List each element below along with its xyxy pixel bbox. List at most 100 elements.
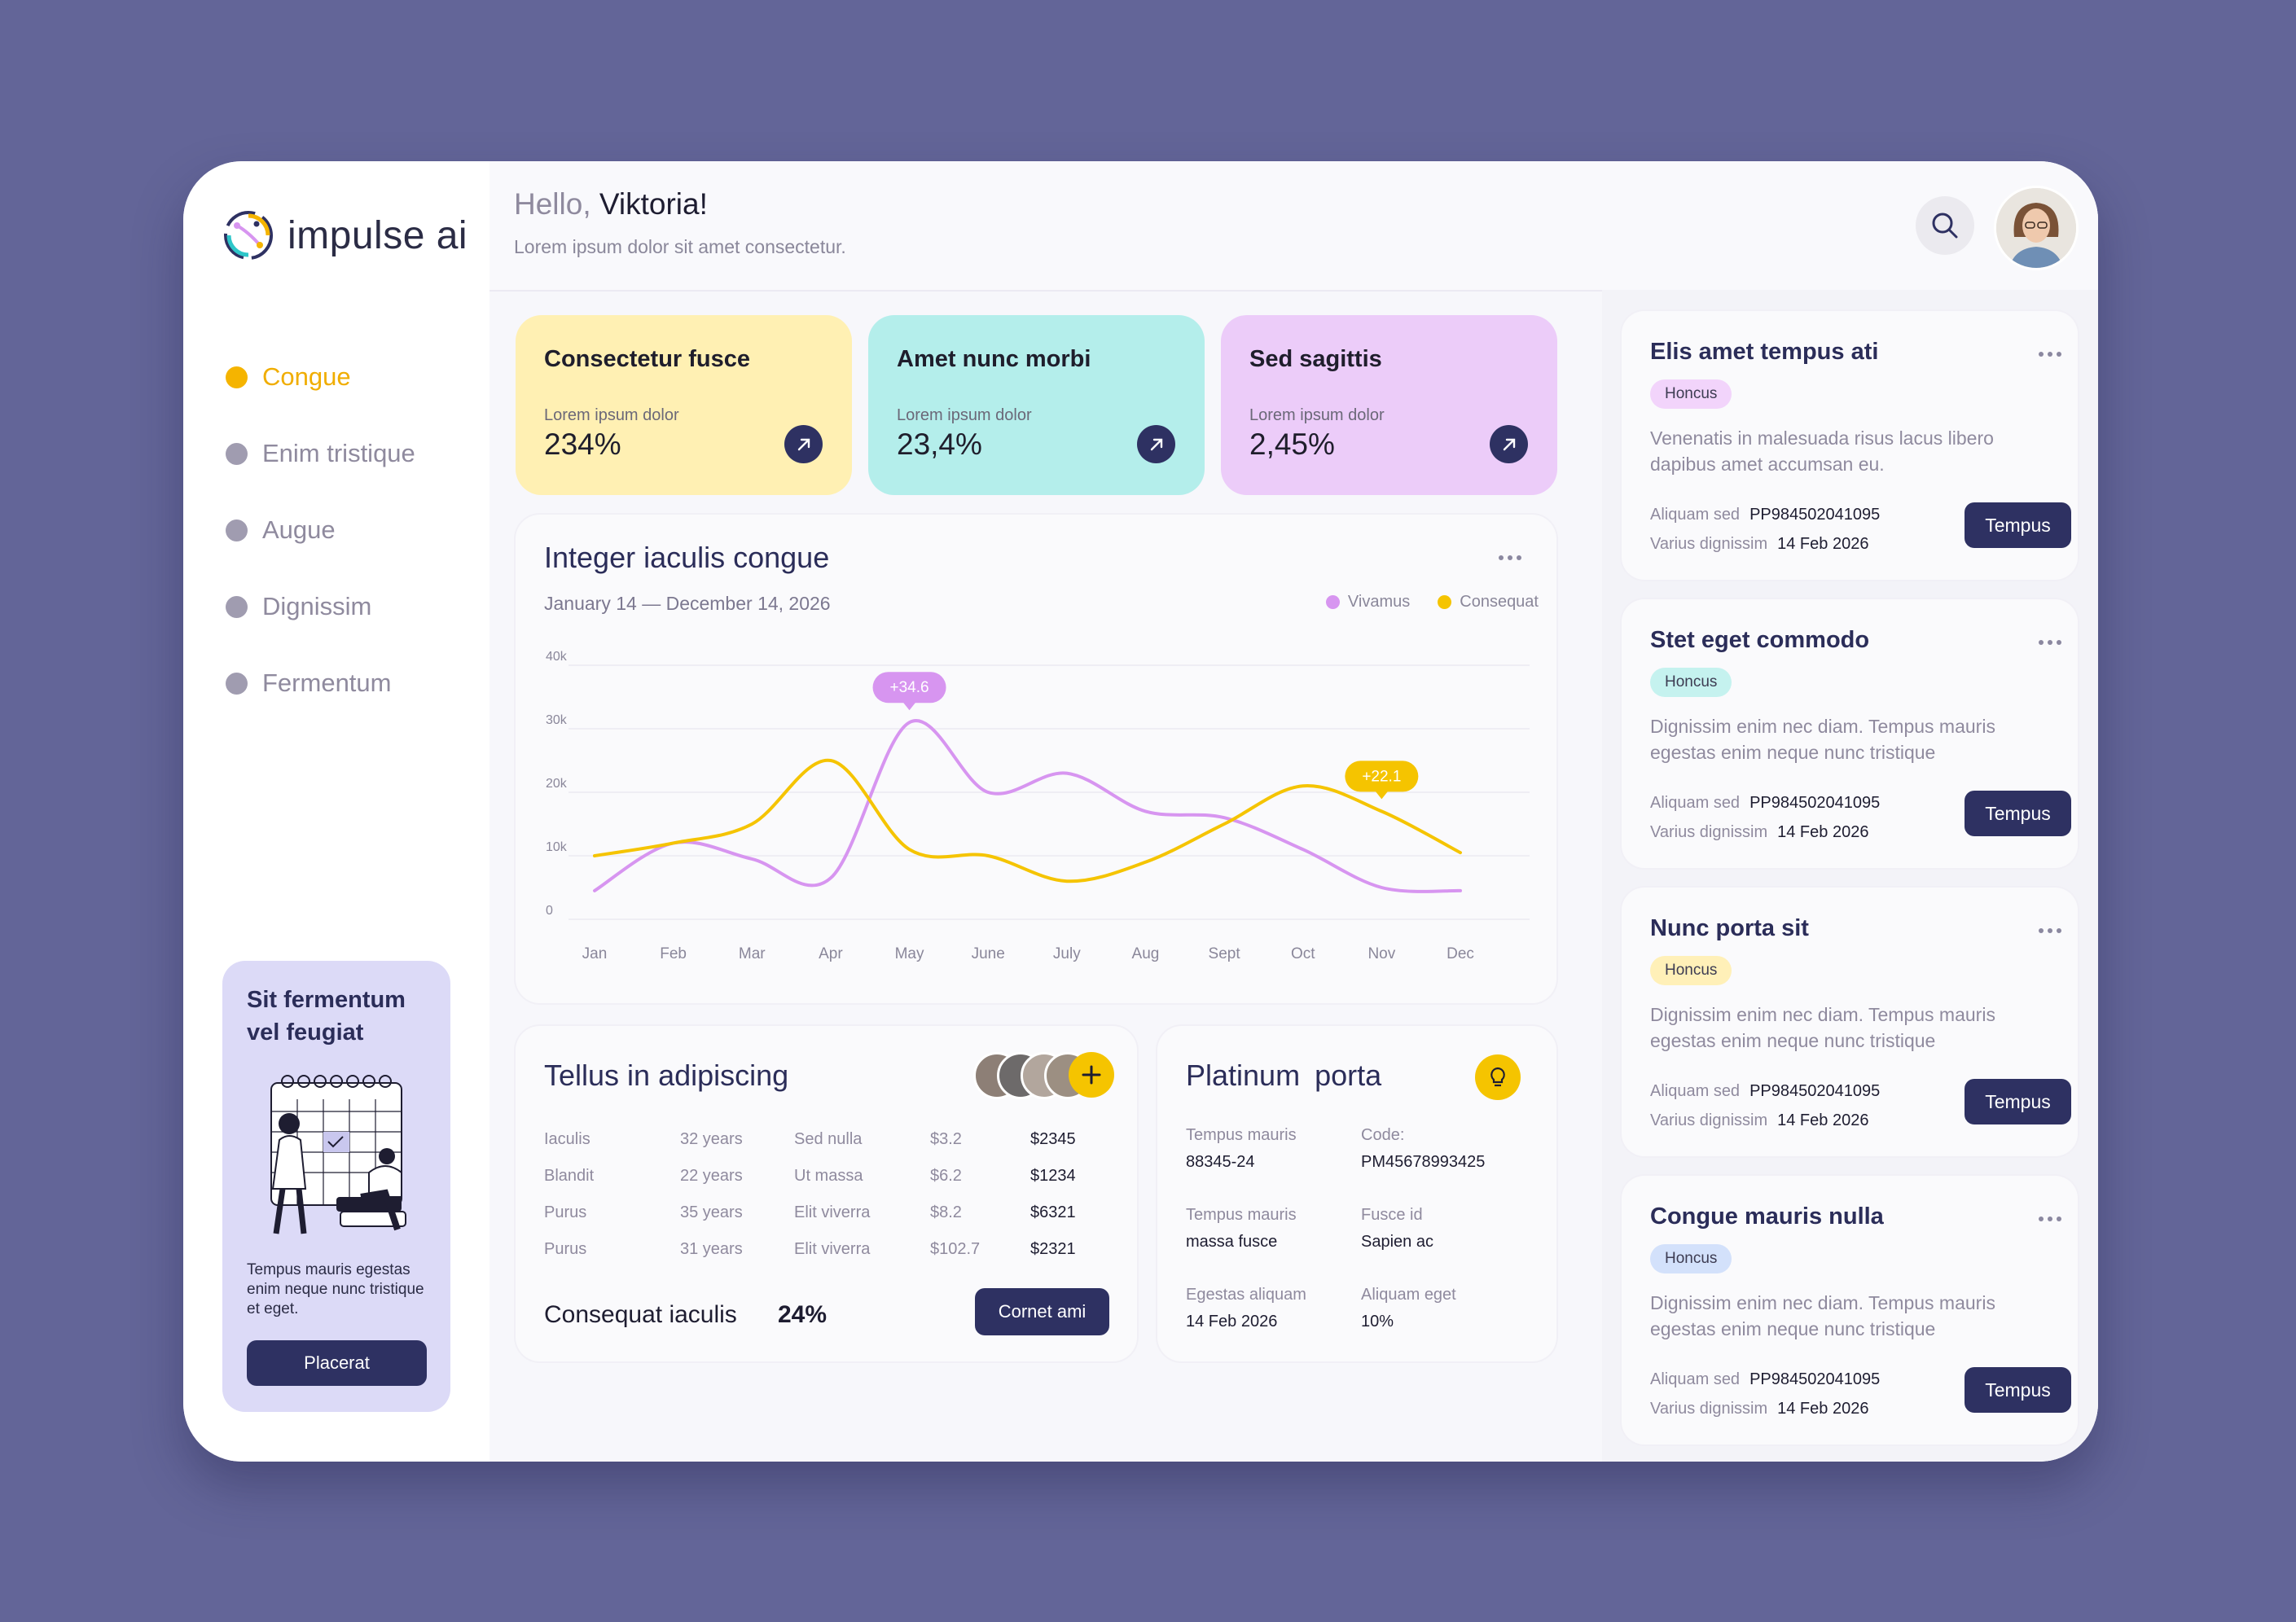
field-label: Tempus mauris [1186, 1126, 1297, 1144]
x-tick-label: Sept [1209, 945, 1241, 962]
x-tick-label: Aug [1132, 945, 1160, 962]
add-member-button[interactable] [1069, 1052, 1114, 1098]
table-cell: $102.7 [930, 1240, 981, 1258]
tempus-button[interactable]: Tempus [1965, 502, 2071, 548]
task-panel: Elis amet tempus ati Honcus Venenatis in… [1602, 290, 2098, 1462]
chart-legend: Vivamus Consequat [1298, 593, 1539, 612]
stat-label: Lorem ipsum dolor [1249, 406, 1385, 424]
table-row[interactable]: Purus 35 years Elit viverra $8.2 $6321 [544, 1195, 1112, 1231]
arrow-up-right-button[interactable] [784, 425, 823, 463]
status-badge: Honcus [1650, 668, 1732, 697]
header: Hello, Viktoria! Lorem ipsum dolor sit a… [489, 161, 2098, 292]
lightbulb-button[interactable] [1475, 1054, 1521, 1100]
stat-card-consectetur-fusce[interactable]: Consectetur fusce Lorem ipsum dolor 234% [516, 315, 852, 495]
task-card[interactable]: Stet eget commodo Honcus Dignissim enim … [1622, 599, 2078, 868]
annotation-pointer [902, 702, 916, 711]
greeting-name: Viktoria! [599, 187, 708, 221]
user-avatar[interactable] [1994, 186, 2079, 270]
arrow-up-right-button[interactable] [1490, 425, 1528, 463]
table-cell: $2345 [1030, 1130, 1076, 1148]
x-tick-label: Nov [1368, 945, 1395, 962]
field-value: 10% [1361, 1313, 1394, 1330]
x-tick-label: Mar [739, 945, 766, 962]
stat-card-sed-sagittis[interactable]: Sed sagittis Lorem ipsum dolor 2,45% [1221, 315, 1557, 495]
chart-card: Integer iaculis congue January 14 — Dece… [516, 515, 1556, 1003]
tempus-button[interactable]: Tempus [1965, 1367, 2071, 1413]
sidebar-item-fermentum[interactable]: Fermentum [226, 645, 415, 721]
team-avatars[interactable] [973, 1052, 1120, 1099]
platinum-field: Code: PM45678993425 [1361, 1122, 1485, 1176]
cornet-ami-button[interactable]: Cornet ami [975, 1288, 1109, 1335]
task-card[interactable]: Congue mauris nulla Honcus Dignissim eni… [1622, 1176, 2078, 1444]
chart-date-range: January 14 — December 14, 2026 [544, 593, 831, 614]
meta-label: Varius dignissim [1650, 823, 1768, 841]
task-meta: Aliquam sed PP984502041095 Varius digniss… [1650, 1365, 1880, 1423]
table-row[interactable]: Blandit 22 years Ut massa $6.2 $1234 [544, 1158, 1112, 1195]
more-options-icon[interactable] [2039, 1216, 2061, 1221]
more-options-icon[interactable] [2039, 640, 2061, 645]
task-card[interactable]: Nunc porta sit Honcus Dignissim enim nec… [1622, 888, 2078, 1156]
platinum-title: Platinum porta [1186, 1059, 1382, 1092]
stat-card-amet-nunc-morbi[interactable]: Amet nunc morbi Lorem ipsum dolor 23,4% [868, 315, 1205, 495]
x-tick-label: Feb [660, 945, 687, 962]
field-value: massa fusce [1186, 1233, 1278, 1251]
stat-value: 23,4% [897, 427, 982, 461]
meta-value: PP984502041095 [1749, 794, 1881, 812]
legend-dot [1438, 595, 1452, 609]
header-subtitle: Lorem ipsum dolor sit amet consectetur. [514, 236, 846, 257]
x-tick-label: Dec [1447, 945, 1474, 962]
status-badge: Honcus [1650, 1244, 1732, 1273]
table-row[interactable]: Iaculis 32 years Sed nulla $3.2 $2345 [544, 1121, 1112, 1158]
sidebar-item-congue[interactable]: Congue [226, 339, 415, 415]
arrow-up-right-button[interactable] [1137, 425, 1175, 463]
dot-icon [226, 595, 248, 618]
field-value: 88345-24 [1186, 1153, 1255, 1171]
field-label: Tempus mauris [1186, 1206, 1297, 1224]
platinum-field: Egestas aliquam 14 Feb 2026 [1186, 1282, 1306, 1335]
y-tick-label: 0 [546, 904, 553, 918]
meta-label: Aliquam sed [1650, 1082, 1741, 1100]
placerat-button[interactable]: Placerat [247, 1340, 427, 1386]
y-tick-label: 10k [546, 840, 568, 854]
tempus-button[interactable]: Tempus [1965, 1079, 2071, 1124]
legend-label: Consequat [1460, 593, 1539, 611]
meta-value: 14 Feb 2026 [1777, 1111, 1869, 1129]
table-footer-label: Consequat iaculis [544, 1301, 737, 1328]
promo-text: Tempus mauris egestas enim neque nunc tr… [247, 1261, 424, 1317]
field-label: Egestas aliquam [1186, 1286, 1306, 1304]
platinum-field: Fusce id Sapien ac [1361, 1202, 1433, 1256]
tempus-button[interactable]: Tempus [1965, 791, 2071, 836]
more-options-icon[interactable] [2039, 352, 2061, 357]
sidebar-item-augue[interactable]: Augue [226, 492, 415, 568]
logo[interactable]: impulse ai [221, 208, 468, 263]
annotation-bubble [872, 672, 946, 704]
annotation-label: +34.6 [890, 679, 929, 696]
arrow-up-right-icon [797, 438, 810, 450]
legend-dot [1325, 595, 1340, 609]
table-row[interactable]: Purus 31 years Elit viverra $102.7 $2321 [544, 1231, 1112, 1268]
dot-icon [226, 442, 248, 465]
x-tick-label: May [895, 945, 924, 962]
sidebar-item-label: Enim tristique [262, 439, 415, 467]
table-cell: $1234 [1030, 1167, 1076, 1185]
arrow-up-right-icon [1503, 438, 1515, 450]
search-button[interactable] [1916, 196, 1974, 255]
annotation-bubble [1345, 761, 1419, 792]
field-value: Sapien ac [1361, 1233, 1433, 1251]
sidebar-item-enim-tristique[interactable]: Enim tristique [226, 415, 415, 492]
more-options-icon[interactable] [2039, 928, 2061, 933]
task-description: Dignissim enim nec diam. Tempus mauris e… [1650, 716, 1995, 763]
app-window: impulse ai Congue Enim tristique Augue D… [183, 161, 2098, 1462]
table-cell: 31 years [680, 1240, 743, 1258]
table-cell: Purus [544, 1203, 587, 1221]
series-line-consequat [593, 758, 1462, 883]
legend-item-consequat: Consequat [1438, 593, 1539, 612]
more-options-icon[interactable] [1499, 555, 1521, 560]
field-value: PM45678993425 [1361, 1153, 1486, 1171]
sidebar-item-dignissim[interactable]: Dignissim [226, 568, 415, 645]
y-tick-label: 20k [546, 777, 568, 791]
task-card[interactable]: Elis amet tempus ati Honcus Venenatis in… [1622, 311, 2078, 580]
platinum-card: Platinum porta Tempus mauris 88345-24 Co… [1157, 1026, 1556, 1361]
stat-value: 234% [544, 427, 621, 461]
stat-label: Lorem ipsum dolor [897, 406, 1032, 424]
